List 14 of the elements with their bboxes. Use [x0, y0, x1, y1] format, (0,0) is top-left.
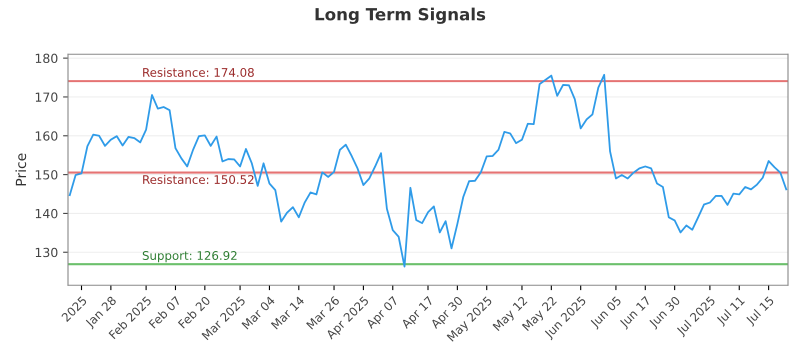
- ref-line-label: Support: 126.92: [142, 251, 237, 262]
- y-tick-label: 180: [36, 54, 58, 64]
- x-tick-label: Jul 15: [744, 296, 776, 327]
- x-tick-label: Jul 11: [715, 296, 746, 327]
- y-axis-title: Price: [15, 154, 26, 186]
- ref-line-label: Resistance: 150.52: [143, 174, 254, 184]
- y-tick-label: 140: [36, 208, 58, 218]
- chart-title: Long Term Signals: [316, 8, 486, 24]
- y-tick-label: 170: [36, 92, 58, 102]
- ref-line-label: Resistance: 174.08: [143, 68, 254, 77]
- x-tick-label: Feb 20: [178, 296, 211, 329]
- y-tick-label: 160: [36, 131, 58, 141]
- y-tick-label: 150: [36, 170, 58, 180]
- y-tick-label: 130: [36, 248, 58, 258]
